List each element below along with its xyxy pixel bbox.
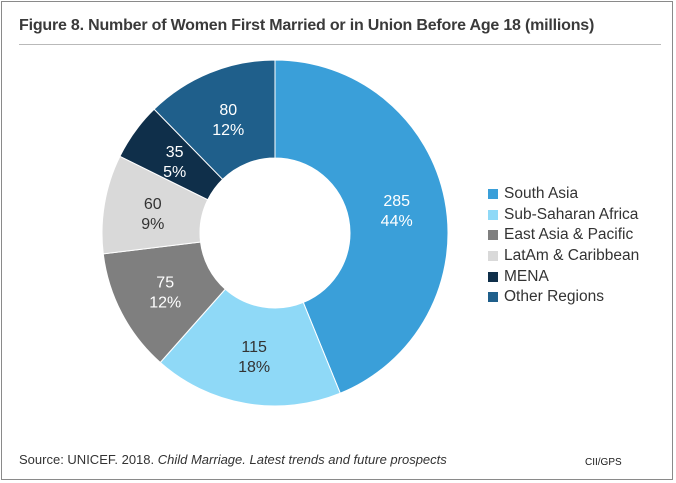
legend-item-latam-and-caribbean: LatAm & Caribbean	[488, 246, 639, 267]
legend-swatch	[488, 251, 498, 262]
source-publication: Child Marriage. Latest trends and future…	[157, 452, 447, 467]
legend-item-east-asia-and-pacific: East Asia & Pacific	[488, 225, 639, 246]
legend-swatch	[488, 209, 498, 220]
legend-swatch	[488, 230, 498, 241]
slice-value: 35	[166, 144, 184, 161]
legend-item-other-regions: Other Regions	[488, 287, 639, 308]
legend-label: South Asia	[504, 185, 579, 203]
slice-percent: 12%	[212, 122, 244, 139]
legend-label: Sub-Saharan Africa	[504, 205, 639, 223]
slice-value: 75	[156, 275, 174, 292]
slice-value: 285	[383, 193, 410, 210]
slice-value: 60	[144, 196, 162, 213]
slice-label-latam-and-caribbean: 60 9%	[141, 196, 164, 233]
source-note: Source: UNICEF. 2018. Child Marriage. La…	[19, 452, 447, 467]
legend-swatch	[488, 271, 498, 282]
slice-label-sub-saharan-africa: 115 18%	[238, 339, 270, 376]
slice-label-mena: 35 5%	[163, 144, 186, 181]
slice-label-south-asia: 285 44%	[381, 193, 413, 230]
chart-legend: South Asia Sub-Saharan Africa East Asia & …	[488, 184, 639, 308]
legend-swatch	[488, 189, 498, 200]
slice-percent: 44%	[381, 213, 413, 230]
slice-percent: 9%	[141, 216, 164, 233]
slice-value: 80	[219, 102, 237, 119]
slice-value: 115	[241, 339, 267, 356]
slice-south-asia	[274, 59, 449, 394]
slice-percent: 12%	[149, 295, 181, 312]
slice-other-regions	[153, 59, 276, 181]
slice-percent: 5%	[163, 164, 186, 181]
title-divider	[19, 44, 661, 45]
source-prefix: Source: UNICEF. 2018.	[19, 452, 158, 467]
legend-item-sub-saharan-africa: Sub-Saharan Africa	[488, 205, 639, 226]
legend-label: LatAm & Caribbean	[504, 247, 640, 265]
legend-label: East Asia & Pacific	[504, 226, 634, 244]
slice-label-other-regions: 80 12%	[212, 102, 244, 139]
brand-label: CII/GPS	[585, 457, 622, 468]
chart-title: Figure 8. Number of Women First Married …	[19, 17, 595, 34]
legend-label: MENA	[504, 267, 549, 285]
slice-percent: 18%	[238, 359, 270, 376]
slice-label-east-asia-and-pacific: 75 12%	[149, 275, 181, 312]
legend-label: Other Regions	[504, 288, 604, 306]
legend-swatch	[488, 292, 498, 303]
legend-item-south-asia: South Asia	[488, 184, 639, 205]
slice-sub-saharan-africa	[159, 288, 341, 407]
legend-item-mena: MENA	[488, 266, 639, 287]
